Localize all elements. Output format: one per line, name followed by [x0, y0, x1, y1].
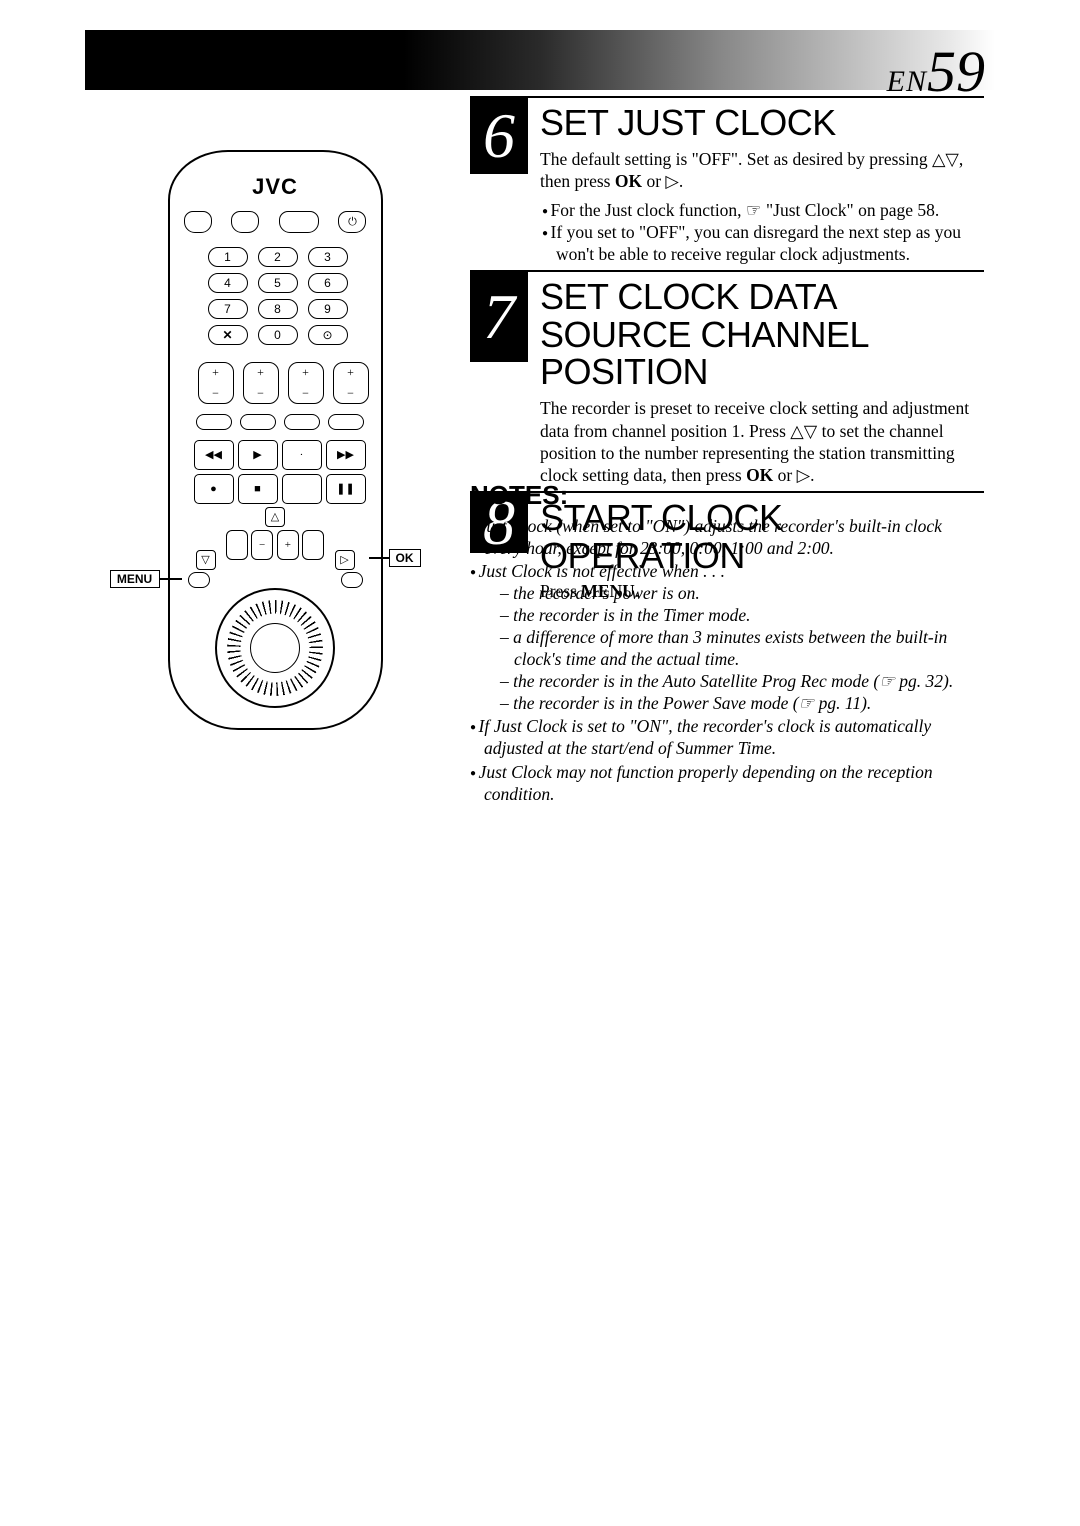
num-0: 0 [258, 325, 298, 345]
lang-code: EN [887, 65, 927, 98]
mid-btn [302, 530, 324, 560]
menu-callout-line [160, 578, 182, 580]
header-gradient-bar [85, 30, 995, 90]
pause-btn: ❚❚ [326, 474, 366, 504]
note-item: If Just Clock is set to "ON", the record… [470, 715, 984, 759]
num-cancel: ✕ [208, 325, 248, 345]
step-title: SET JUST CLOCK [540, 104, 984, 142]
step-text: The default setting is "OFF". Set as des… [540, 148, 984, 193]
remote-numpad: 1 2 3 4 5 6 7 8 9 ✕ 0 ⊙ [208, 247, 352, 345]
bottom-btns [188, 572, 363, 588]
remote-top-row: ⏻ [184, 207, 367, 237]
menu-callout: MENU [110, 570, 160, 588]
remote-btn [184, 211, 212, 233]
num-4: 4 [208, 273, 248, 293]
notes-list: Just Clock (when set to "ON") adjusts th… [470, 515, 984, 805]
notes-title: NOTES: [470, 480, 984, 511]
note-sub: the recorder is in the Auto Satellite Pr… [500, 670, 984, 692]
small-btn [328, 414, 364, 430]
stop-btn: ■ [238, 474, 278, 504]
step-number: 7 [470, 272, 528, 362]
note-item: Just Clock is not effective when . . . t… [470, 560, 984, 714]
small-btn [284, 414, 320, 430]
num-8: 8 [258, 299, 298, 319]
arrow-down-icon: ▽ [196, 550, 216, 570]
remote-btn [279, 211, 319, 233]
dot-btn: · [282, 440, 322, 470]
mid-cluster: − + [226, 524, 325, 566]
remote-small-row [196, 414, 364, 430]
note-sub: the recorder is in the Power Save mode (… [500, 692, 984, 714]
note-text: Just Clock is not effective when . . . [479, 561, 725, 581]
remote-power-btn: ⏻ [338, 211, 366, 233]
ok-callout: OK [389, 549, 421, 567]
step-text: The recorder is preset to receive clock … [540, 397, 984, 487]
rew-btn: ◀◀ [194, 440, 234, 470]
page-number: 59 [927, 39, 985, 104]
small-btn [196, 414, 232, 430]
num-2: 2 [258, 247, 298, 267]
num-5: 5 [258, 273, 298, 293]
note-item: Just Clock may not function properly dep… [470, 761, 984, 805]
mid-btn: − [251, 530, 273, 560]
note-sub: the recorder is in the Timer mode. [500, 604, 984, 626]
num-1: 1 [208, 247, 248, 267]
blank-btn [282, 474, 322, 504]
page-number-label: EN59 [887, 38, 985, 105]
note-item: Just Clock (when set to "ON") adjusts th… [470, 515, 984, 559]
bullet: If you set to "OFF", you can disregard t… [556, 221, 984, 266]
pm-btn: +− [243, 362, 279, 404]
pm-btn: +− [288, 362, 324, 404]
arrow-right-icon: ▷ [335, 550, 355, 570]
num-rec: ⊙ [308, 325, 348, 345]
num-9: 9 [308, 299, 348, 319]
num-7: 7 [208, 299, 248, 319]
ok-btn [341, 572, 363, 588]
num-6: 6 [308, 273, 348, 293]
step-number: 6 [470, 98, 528, 174]
ok-callout-line [369, 557, 389, 559]
jog-dial [215, 588, 335, 708]
step-6: 6 SET JUST CLOCK The default setting is … [470, 96, 984, 266]
menu-btn [188, 572, 210, 588]
note-sub: a difference of more than 3 minutes exis… [500, 626, 984, 670]
num-3: 3 [308, 247, 348, 267]
remote-body: JVC ⏻ 1 2 3 4 5 6 7 8 9 ✕ 0 ⊙ [168, 150, 383, 730]
ff-btn: ▶▶ [326, 440, 366, 470]
pm-btn: +− [198, 362, 234, 404]
remote-plusminus: +− +− +− +− [198, 362, 369, 404]
remote-transport: ◀◀ ▶ · ▶▶ ● ■ ❚❚ [194, 440, 366, 504]
small-btn [240, 414, 276, 430]
bullet: For the Just clock function, ☞ "Just Clo… [556, 199, 984, 221]
step-title: SET CLOCK DATA SOURCE CHANNEL POSITION [540, 278, 984, 391]
rec-btn: ● [194, 474, 234, 504]
notes-section: NOTES: Just Clock (when set to "ON") adj… [470, 480, 984, 806]
mid-btn: + [277, 530, 299, 560]
note-sub: the recorder's power is on. [500, 582, 984, 604]
pm-btn: +− [333, 362, 369, 404]
remote-brand: JVC [170, 174, 381, 200]
jog-inner [250, 623, 300, 673]
step-7: 7 SET CLOCK DATA SOURCE CHANNEL POSITION… [470, 270, 984, 487]
mid-btn [226, 530, 248, 560]
play-btn: ▶ [238, 440, 278, 470]
remote-btn [231, 211, 259, 233]
remote-illustration: JVC ⏻ 1 2 3 4 5 6 7 8 9 ✕ 0 ⊙ [135, 150, 415, 730]
step-bullets: For the Just clock function, ☞ "Just Clo… [540, 199, 984, 266]
notes-sublist: the recorder's power is on. the recorder… [484, 582, 984, 714]
